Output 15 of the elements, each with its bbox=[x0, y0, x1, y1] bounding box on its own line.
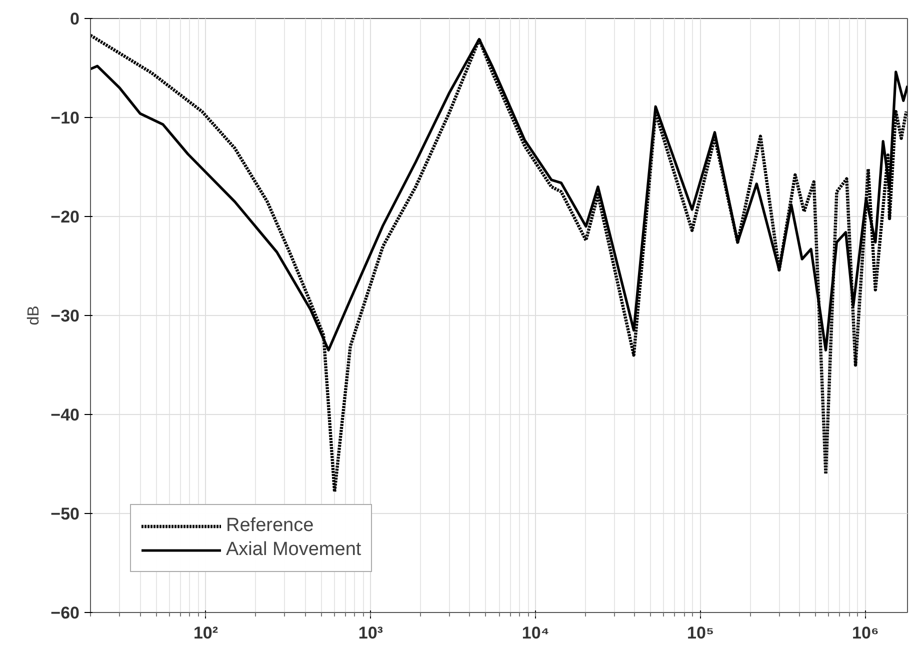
legend-label: Axial Movement bbox=[226, 539, 362, 561]
x-tick-label: 10⁴ bbox=[522, 624, 550, 642]
y-axis-title: dB bbox=[26, 306, 43, 326]
x-tick-label: 10³ bbox=[358, 624, 384, 642]
x-tick-label: 10² bbox=[193, 624, 218, 642]
legend-label: Reference bbox=[226, 515, 314, 537]
y-tick-label: −30 bbox=[50, 306, 80, 326]
x-tick-label: 10⁶ bbox=[852, 624, 879, 642]
x-tick-label: 10⁵ bbox=[687, 624, 714, 642]
y-tick-label: −20 bbox=[50, 208, 80, 226]
y-tick-label: 0 bbox=[70, 10, 80, 28]
y-tick-label: −40 bbox=[50, 406, 80, 424]
y-tick-label: −10 bbox=[50, 108, 80, 128]
y-tick-label: −50 bbox=[50, 504, 80, 524]
y-tick-label: −60 bbox=[50, 604, 80, 622]
